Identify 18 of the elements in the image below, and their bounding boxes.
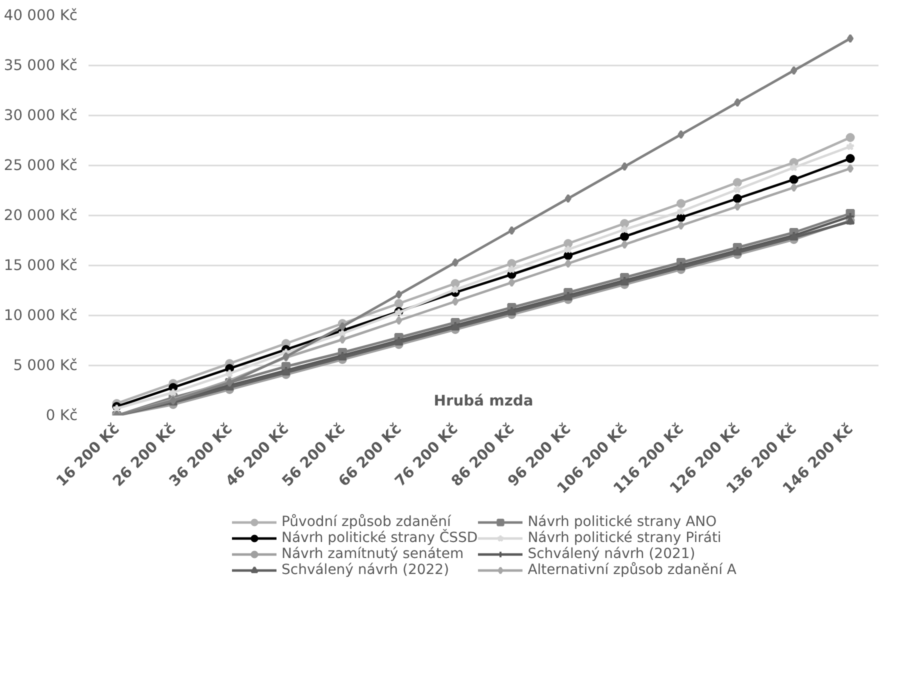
legend-label: Návrh politické strany Piráti	[528, 530, 722, 546]
y-tick-label: 25 000 Kč	[4, 157, 78, 174]
y-tick-label: 20 000 Kč	[4, 207, 78, 224]
y-tick-label: 0 Kč	[46, 407, 78, 424]
legend-label: Schválený návrh (2022)	[281, 562, 450, 578]
legend-label: Návrh zamítnutý senátem	[281, 546, 464, 562]
y-tick-label: 40 000 Kč	[4, 7, 78, 24]
y-tick-label: 35 000 Kč	[4, 57, 78, 74]
y-tick-label: 10 000 Kč	[4, 307, 78, 324]
x-axis-title: Hrubá mzda	[434, 392, 534, 410]
legend-label: Původní způsob zdanění	[281, 514, 451, 530]
y-tick-label: 5 000 Kč	[13, 357, 78, 374]
legend-label: Alternativní způsob zdanění A	[528, 562, 737, 578]
y-tick-label: 30 000 Kč	[4, 107, 78, 124]
legend-label: Návrh politické strany ČSSD	[281, 530, 478, 546]
y-tick-label: 15 000 Kč	[4, 257, 78, 274]
legend-label: Návrh politické strany ANO	[528, 514, 717, 530]
legend-label: Schválený návrh (2021)	[528, 546, 696, 562]
